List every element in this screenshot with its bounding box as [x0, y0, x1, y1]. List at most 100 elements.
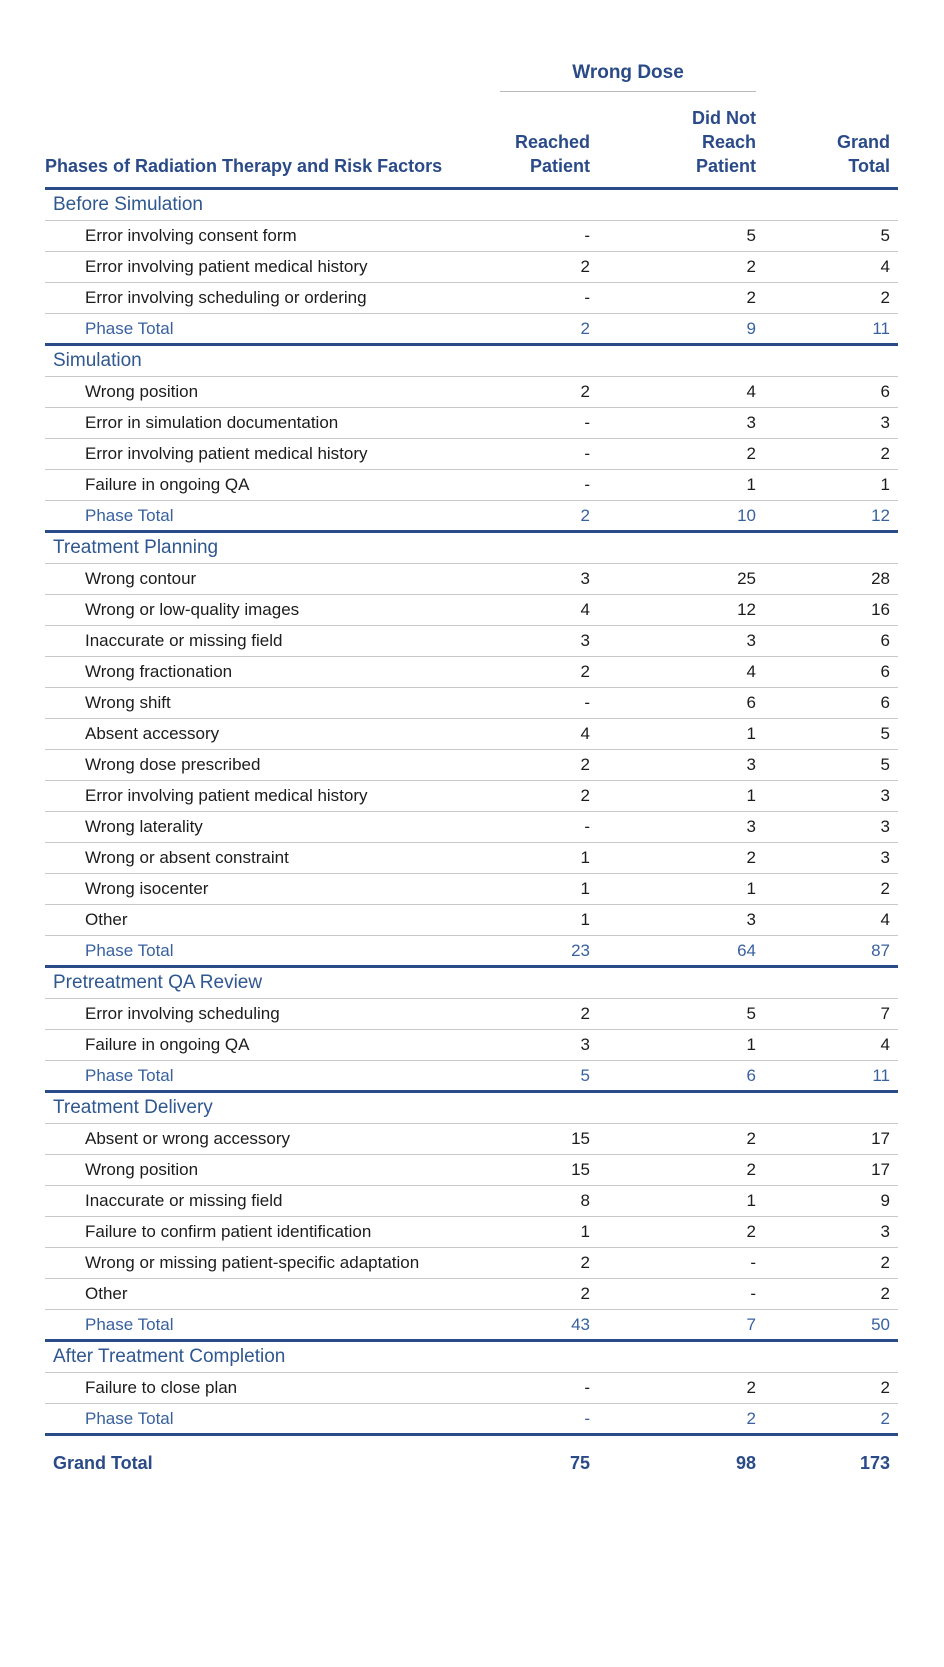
reached-patient-value: 2	[445, 656, 590, 688]
reached-patient-value: 1	[445, 1216, 590, 1248]
risk-factor-row: Error involving patient medical history -…	[45, 438, 899, 470]
row-label: Wrong shift	[45, 687, 445, 719]
table-header: Wrong Dose Phases of Radiation Therapy a…	[45, 62, 899, 190]
row-axis-header: Phases of Radiation Therapy and Risk Fac…	[45, 92, 445, 190]
grand-total-value: 3	[756, 780, 899, 812]
risk-factor-row: Wrong or low-quality images 4 12 16	[45, 594, 899, 626]
risk-factor-row: Wrong or absent constraint 1 2 3	[45, 842, 899, 874]
row-label: Phase Total	[45, 313, 445, 346]
grand-total-value: 9	[756, 1185, 899, 1217]
reached-patient-value: 1	[445, 873, 590, 905]
risk-factor-row: Absent or wrong accessory 15 2 17	[45, 1123, 899, 1155]
section-header-row: Pretreatment QA Review	[45, 966, 899, 999]
reached-patient-value: 23	[445, 935, 590, 968]
reached-patient-value: 75	[569, 1452, 590, 1473]
reached-patient-value: 15	[445, 1123, 590, 1155]
risk-factor-row: Error involving scheduling 2 5 7	[45, 998, 899, 1030]
did-not-reach-patient-value: 9	[590, 313, 757, 346]
grand-total-value: 50	[756, 1309, 899, 1342]
row-label: Wrong or low-quality images	[45, 594, 445, 626]
reached-patient-value: -	[445, 811, 590, 843]
risk-factor-row: Failure to confirm patient identificatio…	[45, 1216, 899, 1248]
phase-total-row: Phase Total 43 7 50	[45, 1309, 899, 1342]
did-not-reach-patient-value: 1	[590, 873, 757, 905]
did-not-reach-patient-value: 3	[590, 407, 757, 439]
row-label: Failure to confirm patient identificatio…	[45, 1216, 445, 1248]
group-header-spacer	[756, 62, 898, 92]
reached-patient-value: 43	[445, 1309, 590, 1342]
did-not-reach-patient-value: 2	[590, 282, 757, 314]
risk-factor-row: Failure in ongoing QA 3 1 4	[45, 1029, 899, 1061]
grand-total-value: 3	[756, 407, 899, 439]
row-label: Absent accessory	[45, 718, 445, 750]
row-label: Grand Total	[53, 1452, 153, 1473]
table-body: Before Simulation Error involving consent…	[45, 188, 899, 1485]
section-header-row: Treatment Delivery	[45, 1091, 899, 1124]
reached-patient-value: 4	[445, 594, 590, 626]
grand-total-value: 11	[756, 1060, 899, 1093]
risk-factor-row: Inaccurate or missing field 8 1 9	[45, 1185, 899, 1217]
grand-total-value: 7	[756, 998, 899, 1030]
row-label: Inaccurate or missing field	[45, 625, 445, 657]
group-header-row: Wrong Dose	[45, 62, 898, 92]
risk-factor-row: Wrong laterality -3 3	[45, 811, 899, 843]
row-label: Wrong laterality	[45, 811, 445, 843]
reached-patient-value: 2	[445, 1247, 590, 1279]
reached-patient-value: 2	[445, 998, 590, 1030]
reached-patient-value: 8	[445, 1185, 590, 1217]
section-header-row: Simulation	[45, 344, 899, 377]
row-label: Phase Total	[45, 1403, 445, 1436]
grand-total-value: 4	[756, 1029, 899, 1061]
did-not-reach-patient-value: 1	[590, 1185, 757, 1217]
did-not-reach-patient-value: 98	[735, 1452, 757, 1473]
column-header-row: Phases of Radiation Therapy and Risk Fac…	[45, 92, 899, 190]
row-label: Phase Total	[45, 935, 445, 968]
did-not-reach-patient-value: 5	[590, 998, 757, 1030]
grand-total-value: 6	[756, 687, 899, 719]
row-label: Phase Total	[45, 500, 445, 533]
row-label: Error involving patient medical history	[45, 251, 445, 283]
grand-total-value: 11	[756, 313, 899, 346]
reached-patient-value: -	[445, 438, 590, 470]
did-not-reach-patient-value: 1	[590, 780, 757, 812]
did-not-reach-patient-value: -	[590, 1278, 757, 1310]
reached-patient-value: 3	[445, 1029, 590, 1061]
grand-total-value: 5	[756, 220, 899, 252]
risk-factor-row: Inaccurate or missing field 3 3 6	[45, 625, 899, 657]
reached-patient-value: 2	[445, 500, 590, 533]
section-title: After Treatment Completion	[45, 1340, 899, 1373]
did-not-reach-patient-value: 4	[590, 376, 757, 408]
did-not-reach-patient-value: 2	[590, 438, 757, 470]
reached-patient-value: 2	[445, 749, 590, 781]
risk-factor-row: Wrong position 15 2 17	[45, 1154, 899, 1186]
risk-factor-row: Absent accessory 4 1 5	[45, 718, 899, 750]
grand-total-value: 2	[756, 1403, 899, 1436]
row-label: Wrong contour	[45, 563, 445, 595]
row-label: Wrong dose prescribed	[45, 749, 445, 781]
reached-patient-value: -	[445, 220, 590, 252]
row-label: Error involving patient medical history	[45, 780, 445, 812]
risk-factor-row: Failure in ongoing QA -1 1	[45, 469, 899, 501]
did-not-reach-patient-value: 2	[590, 1154, 757, 1186]
row-label: Other	[45, 1278, 445, 1310]
row-label: Inaccurate or missing field	[45, 1185, 445, 1217]
section-title: Pretreatment QA Review	[45, 966, 899, 999]
did-not-reach-patient-value: 2	[590, 1216, 757, 1248]
grand-total-value: 87	[756, 935, 899, 968]
row-label: Error in simulation documentation	[45, 407, 445, 439]
grand-total-value: 2	[756, 873, 899, 905]
grand-total-value: 17	[756, 1123, 899, 1155]
did-not-reach-patient-value: 1	[590, 718, 757, 750]
phase-total-row: Phase Total 2 9 11	[45, 313, 899, 346]
reached-patient-value: 5	[445, 1060, 590, 1093]
reached-patient-value: 3	[445, 625, 590, 657]
grand-total-value: 12	[756, 500, 899, 533]
risk-factor-row: Failure to close plan -2 2	[45, 1372, 899, 1404]
did-not-reach-patient-value: 3	[590, 749, 757, 781]
risk-factor-row: Error involving scheduling or ordering -2…	[45, 282, 899, 314]
did-not-reach-patient-value: 4	[590, 656, 757, 688]
grand-total-value: 2	[756, 282, 899, 314]
row-label: Wrong position	[45, 376, 445, 408]
row-label: Error involving consent form	[45, 220, 445, 252]
